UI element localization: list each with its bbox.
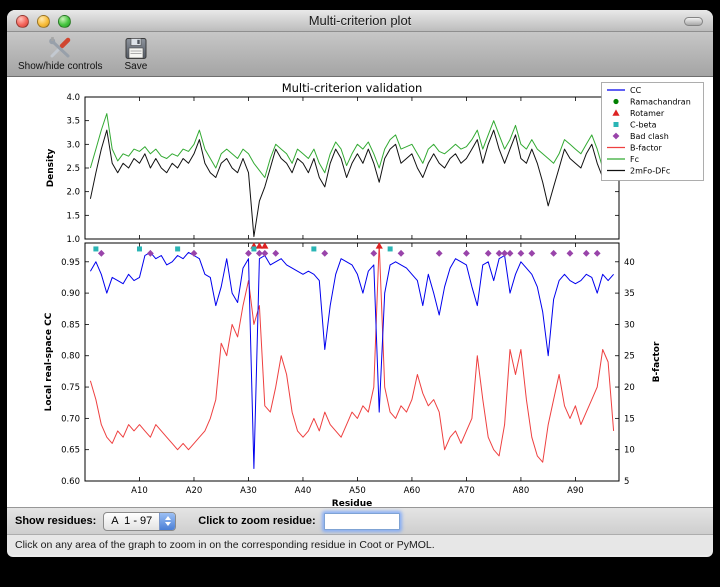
chart-title: Multi-criterion validation — [282, 81, 423, 95]
status-text: Click on any area of the graph to zoom i… — [15, 539, 435, 551]
svg-text:25: 25 — [624, 352, 635, 362]
controls-bar: Show residues: A 1 - 97 Click to zoom re… — [7, 507, 713, 534]
ylabel-cc: Local real-space CC — [44, 312, 54, 411]
svg-text:0.95: 0.95 — [61, 258, 80, 268]
svg-text:A70: A70 — [458, 486, 475, 496]
ylabel-bfactor: B-factor — [652, 341, 662, 382]
svg-text:2.5: 2.5 — [66, 164, 80, 174]
legend-label: Rotamer — [630, 109, 665, 118]
bottom-axes — [84, 242, 620, 482]
svg-text:A10: A10 — [131, 486, 148, 496]
svg-text:3.0: 3.0 — [66, 140, 80, 150]
save-icon — [125, 35, 147, 61]
svg-text:4.0: 4.0 — [66, 93, 80, 103]
title-bar[interactable]: Multi-criterion plot — [7, 10, 713, 32]
svg-text:0.60: 0.60 — [61, 477, 80, 487]
svg-text:0.85: 0.85 — [61, 320, 80, 330]
legend-box — [601, 82, 704, 181]
svg-text:10: 10 — [624, 446, 635, 456]
legend-label: CC — [630, 86, 642, 95]
residue-range-value: A 1 - 97 — [111, 515, 153, 527]
app-window: Multi-criterion plot Show/hide controls — [7, 10, 713, 557]
legend-label: Ramachandran — [630, 98, 691, 107]
zoom-residue-input[interactable] — [323, 512, 400, 530]
legend-label: 2mFo-DFc — [630, 167, 670, 176]
svg-text:0.65: 0.65 — [61, 446, 80, 456]
svg-text:0.70: 0.70 — [61, 414, 80, 424]
svg-text:5: 5 — [624, 477, 629, 487]
legend-label: C-beta — [630, 121, 657, 130]
svg-text:40: 40 — [624, 258, 635, 268]
svg-text:A30: A30 — [240, 486, 257, 496]
plot-canvas[interactable]: Multi-criterion validation 1.0 1.5 2.0 2.5 3.… — [7, 77, 713, 507]
svg-text:0.75: 0.75 — [61, 383, 80, 393]
residue-range-select[interactable]: A 1 - 97 — [103, 511, 177, 531]
svg-text:0.80: 0.80 — [61, 352, 80, 362]
svg-text:A50: A50 — [349, 486, 366, 496]
svg-text:A90: A90 — [567, 486, 584, 496]
zoom-button[interactable] — [58, 15, 71, 28]
zoom-residue-label: Click to zoom residue: — [198, 515, 316, 527]
series-B-factor — [89, 242, 615, 463]
svg-text:2.0: 2.0 — [66, 188, 80, 198]
tools-icon — [47, 35, 73, 61]
window-title: Multi-criterion plot — [308, 13, 412, 28]
save-button[interactable]: Save — [122, 34, 151, 73]
xlabel-residue: Residue — [332, 499, 372, 507]
toolbar-toggle-lozenge[interactable] — [684, 17, 703, 26]
popup-stepper-icon — [159, 512, 176, 530]
svg-text:A20: A20 — [186, 486, 203, 496]
svg-text:15: 15 — [624, 414, 635, 424]
series-CC — [89, 251, 614, 469]
plot-panel: Multi-criterion validation 1.0 1.5 2.0 2.5 3.… — [7, 77, 713, 507]
series-Fc — [89, 113, 615, 178]
svg-text:20: 20 — [624, 383, 635, 393]
show-hide-controls-button[interactable]: Show/hide controls — [15, 34, 106, 73]
show-hide-controls-label: Show/hide controls — [18, 61, 103, 72]
legend-label: B-factor — [630, 144, 663, 153]
svg-text:A80: A80 — [513, 486, 530, 496]
status-bar: Click on any area of the graph to zoom i… — [7, 534, 713, 555]
svg-text:A40: A40 — [295, 486, 312, 496]
svg-text:3.5: 3.5 — [66, 117, 80, 127]
series-2mFo-DFc — [89, 129, 615, 238]
toolbar: Show/hide controls Save — [7, 32, 713, 77]
svg-text:1.0: 1.0 — [66, 235, 80, 245]
svg-text:1.5: 1.5 — [66, 211, 80, 221]
minimize-button[interactable] — [37, 15, 50, 28]
legend-label: Bad clash — [630, 132, 669, 141]
svg-text:A60: A60 — [404, 486, 421, 496]
svg-text:30: 30 — [624, 320, 635, 330]
svg-text:0.90: 0.90 — [61, 289, 80, 299]
save-label: Save — [124, 61, 148, 72]
close-button[interactable] — [16, 15, 29, 28]
svg-text:35: 35 — [624, 289, 635, 299]
legend-label: Fc — [630, 155, 639, 164]
ylabel-density: Density — [46, 149, 56, 188]
show-residues-label: Show residues: — [15, 515, 97, 527]
